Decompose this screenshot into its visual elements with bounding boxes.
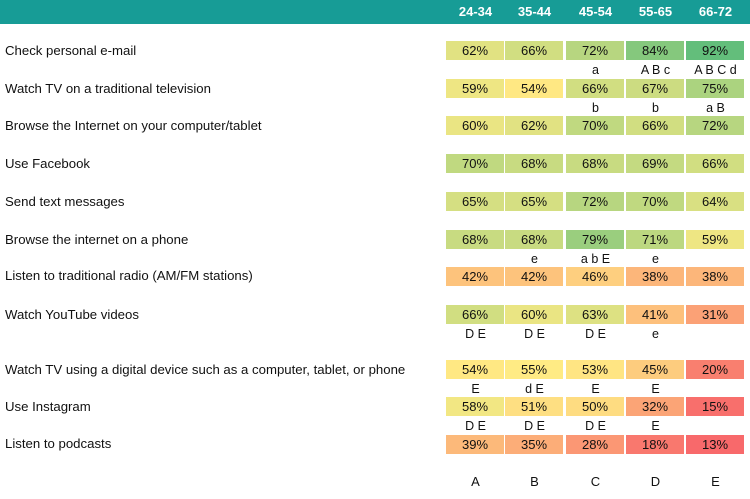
column-letter: A: [471, 474, 480, 489]
value-cell: 13%: [686, 435, 744, 454]
value-cell: 66%: [566, 79, 624, 98]
value-cell: 63%: [566, 305, 624, 324]
column-header: 55-65: [638, 4, 673, 19]
value-cell: 60%: [446, 116, 504, 135]
significance-marker: D E: [585, 327, 606, 341]
value-cell: 68%: [446, 230, 504, 249]
row-label: Send text messages: [5, 194, 125, 209]
significance-marker: a b E: [580, 252, 611, 266]
value-cell: 72%: [566, 41, 624, 60]
significance-marker: D E: [524, 419, 545, 433]
value-cell: 66%: [686, 154, 744, 173]
significance-marker: A B c: [640, 63, 671, 77]
significance-marker: b: [592, 101, 599, 115]
value-cell: 45%: [626, 360, 684, 379]
value-cell: 38%: [626, 267, 684, 286]
value-cell: 55%: [505, 360, 563, 379]
row-label: Watch TV on a traditional television: [5, 81, 211, 96]
significance-marker: E: [591, 382, 600, 396]
column-letter: C: [590, 474, 601, 489]
significance-marker: a B: [706, 101, 725, 115]
value-cell: 42%: [505, 267, 563, 286]
row-label: Use Instagram: [5, 399, 91, 414]
value-cell: 42%: [446, 267, 504, 286]
value-cell: 68%: [505, 154, 563, 173]
value-cell: 50%: [566, 397, 624, 416]
value-cell: 51%: [505, 397, 563, 416]
value-cell: 66%: [505, 41, 563, 60]
column-header: 35-44: [517, 4, 552, 19]
value-cell: 59%: [446, 79, 504, 98]
value-cell: 65%: [505, 192, 563, 211]
row-label: Watch TV using a digital device such as …: [5, 362, 406, 377]
column-letter: E: [711, 474, 720, 489]
value-cell: 60%: [505, 305, 563, 324]
value-cell: 31%: [686, 305, 744, 324]
value-cell: 72%: [566, 192, 624, 211]
significance-marker: E: [651, 419, 660, 433]
value-cell: 65%: [446, 192, 504, 211]
column-header: 45-54: [578, 4, 613, 19]
significance-marker: A B C d: [694, 63, 737, 77]
significance-marker: b: [652, 101, 659, 115]
value-cell: 59%: [686, 230, 744, 249]
value-cell: 68%: [505, 230, 563, 249]
row-label: Use Facebook: [5, 156, 91, 171]
row-label: Browse the internet on a phone: [5, 232, 189, 247]
value-cell: 35%: [505, 435, 563, 454]
table-header: 24-34 35-44 45-54 55-65 66-72: [0, 0, 750, 24]
significance-marker: a: [592, 63, 599, 77]
row-label: Listen to podcasts: [5, 436, 112, 451]
value-cell: 46%: [566, 267, 624, 286]
value-cell: 32%: [626, 397, 684, 416]
value-cell: 28%: [566, 435, 624, 454]
significance-marker: d E: [525, 382, 544, 396]
value-cell: 71%: [626, 230, 684, 249]
value-cell: 84%: [626, 41, 684, 60]
value-cell: 15%: [686, 397, 744, 416]
value-cell: 39%: [446, 435, 504, 454]
value-cell: 69%: [626, 154, 684, 173]
significance-marker: D E: [465, 327, 486, 341]
value-cell: 66%: [446, 305, 504, 324]
significance-marker: e: [531, 252, 538, 266]
column-letter: D: [650, 474, 661, 489]
row-label: Check personal e-mail: [5, 43, 137, 58]
significance-marker: D E: [524, 327, 545, 341]
value-cell: 54%: [505, 79, 563, 98]
significance-marker: D E: [585, 419, 606, 433]
value-cell: 38%: [686, 267, 744, 286]
significance-marker: E: [651, 382, 660, 396]
significance-marker: e: [652, 252, 659, 266]
value-cell: 62%: [505, 116, 563, 135]
value-cell: 53%: [566, 360, 624, 379]
value-cell: 18%: [626, 435, 684, 454]
value-cell: 70%: [566, 116, 624, 135]
value-cell: 54%: [446, 360, 504, 379]
column-header: 66-72: [698, 4, 733, 19]
row-label: Browse the Internet on your computer/tab…: [5, 118, 262, 133]
value-cell: 70%: [446, 154, 504, 173]
column-header: 24-34: [458, 4, 493, 19]
value-cell: 75%: [686, 79, 744, 98]
row-label: Watch YouTube videos: [5, 307, 139, 322]
value-cell: 62%: [446, 41, 504, 60]
value-cell: 70%: [626, 192, 684, 211]
value-cell: 67%: [626, 79, 684, 98]
value-cell: 41%: [626, 305, 684, 324]
value-cell: 64%: [686, 192, 744, 211]
column-letter: B: [530, 474, 539, 489]
value-cell: 58%: [446, 397, 504, 416]
row-label: Listen to traditional radio (AM/FM stati…: [5, 268, 253, 283]
value-cell: 68%: [566, 154, 624, 173]
value-cell: 92%: [686, 41, 744, 60]
significance-marker: e: [652, 327, 659, 341]
value-cell: 72%: [686, 116, 744, 135]
value-cell: 79%: [566, 230, 624, 249]
significance-marker: E: [471, 382, 480, 396]
value-cell: 20%: [686, 360, 744, 379]
value-cell: 66%: [626, 116, 684, 135]
significance-marker: D E: [465, 419, 486, 433]
